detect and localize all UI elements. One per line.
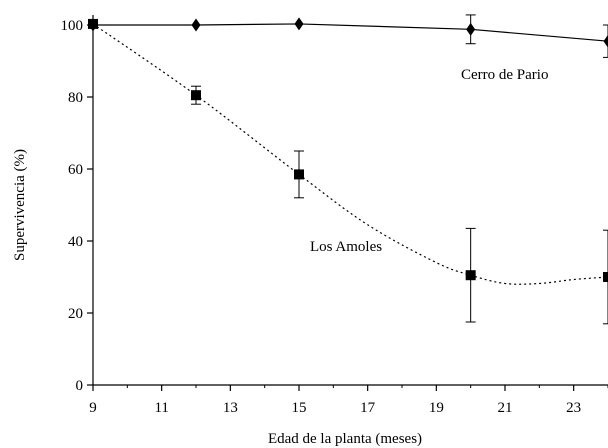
x-tick-label: 9 (89, 400, 97, 416)
diamond-marker (191, 18, 201, 32)
x-tick-label: 21 (498, 400, 513, 416)
square-marker (465, 270, 476, 281)
x-axis-title: Edad de la planta (meses) (268, 431, 422, 447)
square-marker (191, 90, 201, 101)
y-tick-label: 0 (76, 378, 84, 394)
diamond-marker (294, 17, 304, 31)
error-bars (191, 14, 608, 325)
x-tick-label: 19 (429, 400, 444, 416)
diamond-marker (603, 34, 608, 48)
y-tick-label: 60 (68, 162, 83, 178)
x-tick-label: 15 (292, 400, 307, 416)
x-ticks: 9 11 13 15 17 19 21 23 (89, 385, 608, 416)
series-label-los-amoles: Los Amoles (310, 239, 382, 255)
x-tick-label: 11 (154, 400, 168, 416)
square-marker (88, 18, 98, 29)
square-marker (603, 272, 608, 282)
x-tick-label: 17 (360, 400, 376, 416)
y-tick-label: 80 (68, 90, 83, 106)
series-line-0 (93, 23, 608, 42)
y-ticks: 0 20 40 60 80 100 (61, 18, 93, 394)
diamond-marker (466, 22, 476, 36)
x-tick-label: 13 (223, 400, 238, 416)
y-tick-label: 20 (68, 306, 83, 322)
x-tick-label: 23 (566, 400, 581, 416)
data-markers (88, 17, 608, 282)
y-axis-title: Supervivencia (%) (12, 149, 28, 261)
square-marker (294, 169, 304, 180)
axes (92, 15, 608, 386)
y-tick-label: 100 (61, 18, 84, 34)
y-tick-label: 40 (68, 234, 83, 250)
series-label-cerro-de-pario: Cerro de Pario (461, 67, 548, 83)
series-line-1 (92, 23, 608, 285)
